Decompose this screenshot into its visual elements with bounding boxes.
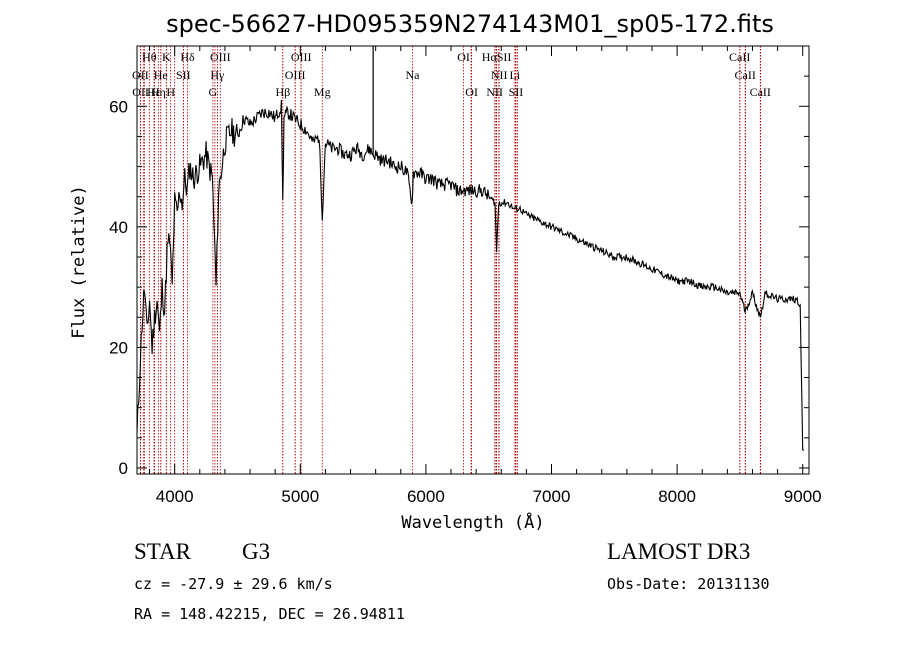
object-class: STAR: [134, 539, 192, 564]
y-axis-ticks: 0 20 40 60: [109, 75, 809, 478]
line-markers: [139, 46, 762, 474]
line-marker-label: Mg: [314, 85, 331, 99]
y-axis-label: Flux (relative): [69, 185, 89, 339]
line-marker-labels: Hθ K Hδ OIII OIII OI HαSII CaII OII He SII Hγ OIII Na…: [132, 50, 771, 99]
line-marker-label: HαSII: [482, 50, 512, 64]
line-marker-label: OII: [132, 68, 149, 82]
line-marker-label: Hη: [151, 85, 166, 99]
x-tick-label: 6000: [407, 487, 445, 506]
line-marker-label: Hγ: [210, 68, 225, 82]
line-marker-label: OI: [457, 50, 470, 64]
line-marker-label: Na: [405, 68, 420, 82]
x-tick-label: 5000: [281, 487, 319, 506]
x-tick-label: 9000: [784, 487, 822, 506]
survey-name: LAMOST DR3: [607, 539, 750, 564]
line-marker-label: SII: [509, 85, 524, 99]
line-marker-label: CaII: [750, 85, 771, 99]
coordinates: RA = 148.42215, DEC = 26.94811: [134, 605, 405, 623]
y-tick-label: 60: [109, 97, 128, 116]
line-marker-label: Hε: [147, 85, 161, 99]
y-tick-label: 20: [109, 338, 128, 357]
line-marker-label: Li: [509, 68, 520, 82]
y-tick-label: 40: [109, 218, 128, 237]
line-marker-label: OIII: [285, 68, 306, 82]
line-marker-label: G: [209, 85, 218, 99]
plot-frame: [136, 45, 810, 475]
line-marker-label: NII: [486, 85, 503, 99]
line-marker-label: H: [166, 85, 175, 99]
line-marker-label: NII: [491, 68, 508, 82]
redshift-info: cz = -27.9 ± 29.6 km/s: [134, 575, 333, 593]
line-marker-label: OIII: [291, 50, 312, 64]
line-marker-label: OII: [132, 85, 149, 99]
obs-date: Obs-Date: 20131130: [607, 575, 770, 593]
line-marker-label: K: [162, 50, 171, 64]
x-axis-label: Wavelength (Å): [401, 511, 544, 533]
line-marker-label: Hβ: [275, 85, 290, 99]
line-marker-label: CaII: [735, 68, 756, 82]
line-marker-label: OI: [465, 85, 478, 99]
object-subclass: G3: [242, 539, 270, 564]
x-axis-ticks: 4000 5000 6000 7000 8000 9000: [149, 46, 822, 506]
x-tick-label: 8000: [658, 487, 696, 506]
spectrum-line: [136, 99, 804, 451]
line-marker-label: SII: [176, 68, 191, 82]
line-marker-label: He: [154, 68, 168, 82]
line-marker-label: Hθ: [142, 50, 157, 64]
line-marker-label: Hδ: [180, 50, 195, 64]
y-tick-label: 0: [119, 459, 128, 478]
x-tick-label: 7000: [533, 487, 571, 506]
chart-title: spec-56627-HD095359N274143M01_sp05-172.f…: [166, 10, 774, 38]
x-tick-label: 4000: [156, 487, 194, 506]
line-marker-label: CaII: [729, 50, 750, 64]
line-marker-label: OIII: [210, 50, 231, 64]
